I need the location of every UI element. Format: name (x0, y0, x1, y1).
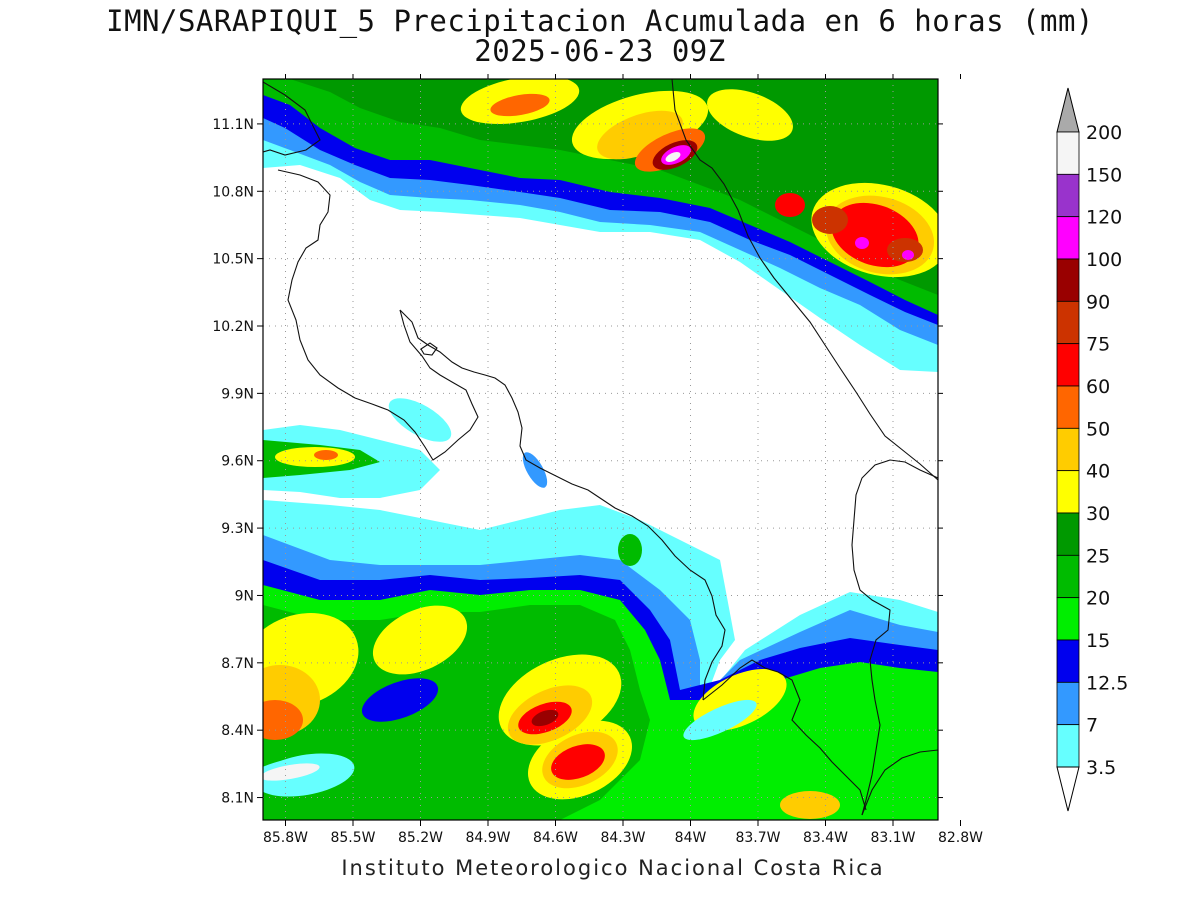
legend-level-label: 50 (1086, 418, 1110, 440)
lon-tick-label: 85.8W (263, 830, 308, 846)
legend-color-swatch (1056, 385, 1080, 429)
legend-level-label: 7 (1086, 715, 1098, 737)
pacific-coastline-north (277, 169, 479, 461)
rain-patch-nicoya (388, 398, 452, 442)
lon-tick-label: 84W (675, 830, 707, 846)
legend-level-label: 12.5 (1086, 672, 1128, 694)
nicaragua-coastline (263, 81, 321, 156)
lat-tick-label: 10.2N (212, 319, 254, 335)
rain-cell-north-200 (665, 152, 681, 162)
lon-tick-label: 85.2W (398, 830, 443, 846)
plot-frame (262, 78, 939, 821)
legend-level-label: 15 (1086, 630, 1110, 652)
lon-tick-label: 84.9W (465, 830, 510, 846)
coastlines (263, 79, 938, 816)
rain-cell-se-50 (780, 791, 840, 819)
rain-cell-west-60 (314, 450, 338, 460)
rain-cell-east-75b (775, 193, 805, 217)
rain-cell-sw-60 (263, 700, 303, 740)
lon-tick-label: 82.8W (938, 830, 983, 846)
lon-tick-label: 83.7W (735, 830, 780, 846)
legend-color-swatch (1056, 300, 1080, 345)
rain-cell-north-60b (490, 93, 550, 117)
lat-tick-label: 9.6N (221, 454, 254, 470)
lon-tick-label: 85.5W (330, 830, 375, 846)
legend-color-swatch (1056, 639, 1080, 683)
lon-tick-label: 84.3W (600, 830, 645, 846)
legend-color-swatch (1056, 724, 1080, 768)
lat-tick-label: 10.5N (212, 252, 254, 268)
legend-level-label: 200 (1086, 122, 1122, 144)
legend-level-label: 40 (1086, 461, 1110, 483)
rain-cell-s-12-5 (361, 678, 439, 722)
rain-cell-east-90 (812, 206, 848, 234)
legend-level-label: 25 (1086, 545, 1110, 567)
legend-color-swatch (1056, 512, 1080, 556)
legend-level-label: 60 (1086, 376, 1110, 398)
rain-cell-north-40c (707, 89, 793, 141)
lat-tick-label: 10.8N (212, 184, 254, 200)
rain-cell-s-100 (531, 709, 559, 727)
lat-tick-label: 9.3N (221, 521, 254, 537)
lat-tick-label: 11.1N (212, 117, 254, 133)
color-legend: 200 150 120 100 90 75 60 50 40 30 25 20 15 12.5 7 3.5 (1056, 87, 1128, 812)
legend-top-triangle (1056, 87, 1080, 133)
legend-color-swatch (1056, 216, 1080, 260)
legend-level-label: 120 (1086, 207, 1122, 229)
precipitation-field (263, 79, 938, 820)
lat-tick-label: 9.9N (221, 386, 254, 402)
legend-color-swatch (1056, 427, 1080, 472)
legend-level-label: 150 (1086, 164, 1122, 186)
rain-cell-east-90b (887, 238, 923, 262)
lat-tick-label: 8.4N (221, 723, 254, 739)
lon-tick-label: 84.6W (533, 830, 578, 846)
rain-gap-sw (263, 763, 320, 781)
legend-color-swatch (1056, 681, 1080, 726)
caribbean-coastline (671, 79, 938, 481)
lat-tick-label: 9N (235, 588, 254, 604)
rain-cell-north-50 (597, 110, 683, 160)
rain-cell-s-75b (551, 744, 605, 780)
nicoya-gulf-coast (399, 309, 726, 701)
lat-tick-label: 8.1N (221, 791, 254, 807)
legend-level-label: 90 (1086, 291, 1110, 313)
map-date: 2025-06-23 09Z (474, 34, 726, 68)
axes: 11.1N 10.8N 10.5N 10.2N 9.9N 9.6N 9.3N 9N 8.7N 8.… (212, 74, 983, 846)
lon-tick-label: 83.1W (870, 830, 915, 846)
legend-level-label: 100 (1086, 249, 1122, 271)
panama-border (851, 459, 938, 816)
rain-cell-center-25 (618, 534, 642, 566)
burica-coast (861, 749, 938, 816)
legend-color-swatch (1056, 258, 1080, 302)
legend-level-label: 30 (1086, 503, 1110, 525)
island-outline (420, 342, 438, 356)
legend-level-label: 75 (1086, 334, 1110, 356)
legend-level-label: 20 (1086, 588, 1110, 610)
map-title: IMN/SARAPIQUI_5 Precipitacion Acumulada … (106, 4, 1094, 38)
legend-level-label: 3.5 (1086, 757, 1116, 779)
osa-peninsula-coast (702, 659, 867, 811)
lon-tick-label: 83.4W (803, 830, 848, 846)
footer-credit: Instituto Meteorologico Nacional Costa R… (341, 856, 885, 880)
lat-tick-label: 8.7N (221, 656, 254, 672)
legend-color-swatch (1056, 554, 1080, 599)
legend-bottom-triangle (1056, 766, 1080, 812)
rain-cell-s-40 (372, 605, 468, 675)
rain-cell-west-40 (275, 447, 355, 467)
legend-color-swatch (1056, 343, 1080, 387)
legend-color-swatch (1056, 173, 1080, 218)
rain-cell-east-120 (855, 237, 869, 249)
legend-color-swatch (1056, 470, 1080, 514)
rain-cell-east-120b (902, 250, 914, 260)
legend-color-swatch (1056, 597, 1080, 641)
legend-color-swatch (1056, 131, 1080, 175)
